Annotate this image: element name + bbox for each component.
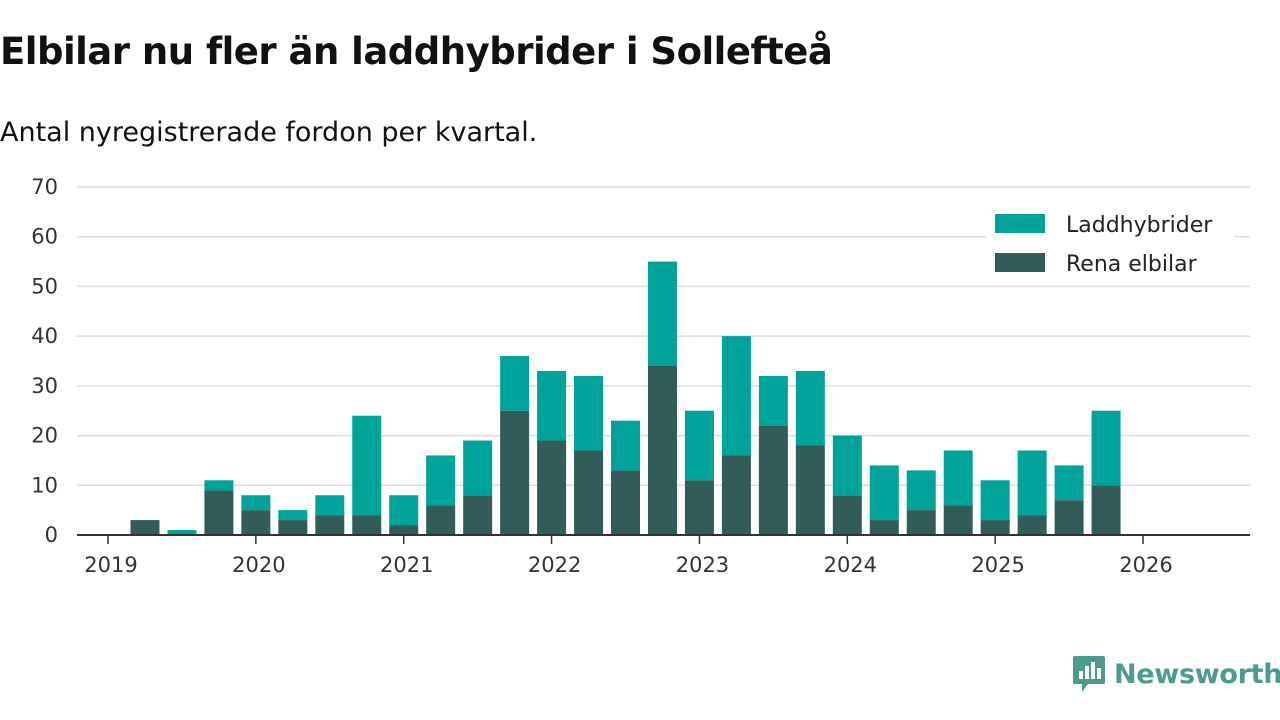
y-tick-label: 0 — [45, 523, 58, 547]
bar-laddhybrider — [721, 336, 751, 456]
x-tick-label: 2021 — [380, 553, 433, 577]
bar-rena-elbilar — [758, 425, 788, 535]
bar-laddhybrider — [1017, 450, 1047, 516]
bar-rena-elbilar — [278, 520, 308, 535]
bar-laddhybrider — [500, 356, 530, 411]
bar-laddhybrider — [611, 420, 641, 471]
bar-rena-elbilar — [315, 515, 345, 535]
bar-laddhybrider — [167, 530, 197, 535]
bar-laddhybrider — [574, 375, 604, 451]
legend-swatch — [995, 214, 1045, 233]
bar-laddhybrider — [1091, 410, 1121, 486]
bar-laddhybrider — [389, 495, 419, 526]
x-tick-label: 2023 — [676, 553, 729, 577]
bar-laddhybrider — [278, 510, 308, 521]
bar-laddhybrider — [1054, 465, 1084, 501]
bar-laddhybrider — [795, 370, 825, 446]
bar-laddhybrider — [758, 375, 788, 426]
brand-logo: Newsworthy — [1072, 654, 1280, 694]
brand-name: Newsworthy — [1114, 658, 1280, 690]
bar-laddhybrider — [426, 455, 456, 506]
y-tick-label: 30 — [31, 374, 58, 398]
bar-laddhybrider — [980, 480, 1010, 521]
bar-laddhybrider — [869, 465, 899, 521]
legend-label: Laddhybrider — [1066, 213, 1213, 238]
chart-title: Elbilar nu fler än laddhybrider i Sollef… — [0, 30, 833, 73]
bar-rena-elbilar — [684, 480, 714, 535]
bar-rena-elbilar — [1054, 500, 1084, 535]
legend-label: Rena elbilar — [1066, 252, 1198, 277]
bar-rena-elbilar — [906, 510, 936, 535]
bars-layer — [130, 261, 1121, 535]
x-tick-label: 2024 — [824, 553, 877, 577]
bar-laddhybrider — [463, 440, 493, 496]
bar-rena-elbilar — [352, 515, 382, 535]
bar-rena-elbilar — [869, 520, 899, 535]
bar-rena-elbilar — [1091, 485, 1121, 535]
x-tick-label: 2022 — [528, 553, 581, 577]
bar-rena-elbilar — [463, 495, 493, 535]
legend-swatch — [995, 253, 1045, 272]
y-tick-label: 20 — [31, 424, 58, 448]
bar-rena-elbilar — [204, 490, 234, 535]
bar-laddhybrider — [204, 480, 234, 491]
bar-laddhybrider — [943, 450, 973, 506]
bar-rena-elbilar — [1017, 515, 1047, 535]
bar-laddhybrider — [647, 261, 677, 366]
bar-laddhybrider — [906, 470, 936, 511]
bar-rena-elbilar — [241, 510, 271, 535]
bar-rena-elbilar — [832, 495, 862, 535]
newsworthy-logo-icon — [1073, 656, 1105, 692]
x-tick-label: 2020 — [232, 553, 285, 577]
bar-laddhybrider — [832, 435, 862, 496]
y-tick-label: 40 — [31, 324, 58, 348]
x-tick-label: 2025 — [971, 553, 1024, 577]
bar-rena-elbilar — [426, 505, 456, 535]
bar-rena-elbilar — [574, 450, 604, 535]
x-tick-label: 2026 — [1119, 553, 1172, 577]
bar-rena-elbilar — [795, 445, 825, 535]
bar-rena-elbilar — [389, 525, 419, 535]
bar-laddhybrider — [352, 415, 382, 516]
legend: Laddhybrider Rena elbilar — [986, 203, 1234, 285]
bar-rena-elbilar — [943, 505, 973, 535]
bar-rena-elbilar — [130, 520, 160, 535]
axis-layer: 0 10 20 30 40 50 60 70 2019 2020 2021 2022 2023 2024 2… — [31, 175, 1250, 577]
y-tick-label: 50 — [31, 274, 58, 298]
bar-rena-elbilar — [500, 410, 530, 535]
bar-rena-elbilar — [980, 520, 1010, 535]
y-tick-label: 60 — [31, 225, 58, 249]
bar-rena-elbilar — [647, 365, 677, 535]
bar-rena-elbilar — [537, 440, 567, 535]
bar-rena-elbilar — [721, 455, 751, 535]
chart-subtitle: Antal nyregistrerade fordon per kvartal. — [0, 117, 538, 148]
bar-rena-elbilar — [611, 470, 641, 535]
bar-laddhybrider — [684, 410, 714, 481]
bar-laddhybrider — [315, 495, 345, 516]
x-tick-label: 2019 — [84, 553, 137, 577]
y-tick-label: 10 — [31, 473, 58, 497]
stacked-bar-chart: 0 10 20 30 40 50 60 70 2019 2020 2021 2022 2023 2024 2… — [31, 175, 1250, 577]
y-tick-label: 70 — [31, 175, 58, 199]
bar-laddhybrider — [241, 495, 271, 511]
bar-laddhybrider — [537, 370, 567, 441]
